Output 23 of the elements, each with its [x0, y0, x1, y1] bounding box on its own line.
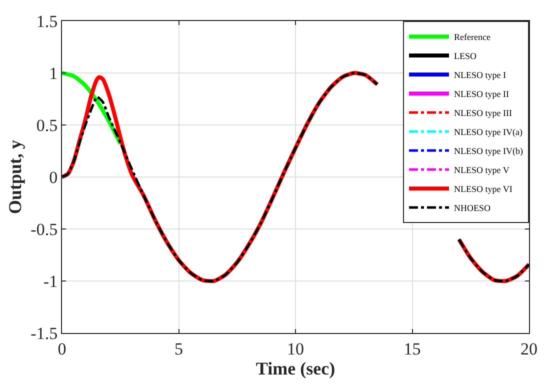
legend-label: NLESO type IV(a) [454, 127, 522, 138]
x-tick-label: 5 [174, 339, 183, 358]
legend-label: NLESO type VI [454, 184, 512, 194]
x-tick-label: 10 [287, 339, 304, 358]
legend-label: NLESO type II [454, 89, 509, 100]
y-tick-label: 0 [49, 168, 58, 187]
y-tick-label: -1 [43, 272, 58, 291]
x-tick-label: 20 [520, 339, 538, 358]
x-axis-title: Time (sec) [256, 358, 336, 378]
legend-label: LESO [454, 51, 477, 62]
y-tick-label: -0.5 [30, 220, 58, 239]
legend-label: NHOESO [454, 203, 491, 214]
y-tick-label: 0.5 [36, 116, 58, 135]
y-tick-label: 1 [49, 64, 58, 83]
legend-label: NLESO type III [454, 108, 512, 118]
x-tick-label: 15 [404, 339, 421, 358]
y-tick-label: 1.5 [36, 12, 58, 31]
legend-label: NLESO type IV(b) [454, 146, 523, 156]
y-axis-title: Output, y [4, 140, 25, 214]
legend-label: NLESO type I [454, 70, 506, 80]
y-tick-label: -1.5 [30, 324, 58, 343]
legend-label: Reference [454, 32, 490, 42]
legend-label: NLESO type V [454, 165, 510, 176]
